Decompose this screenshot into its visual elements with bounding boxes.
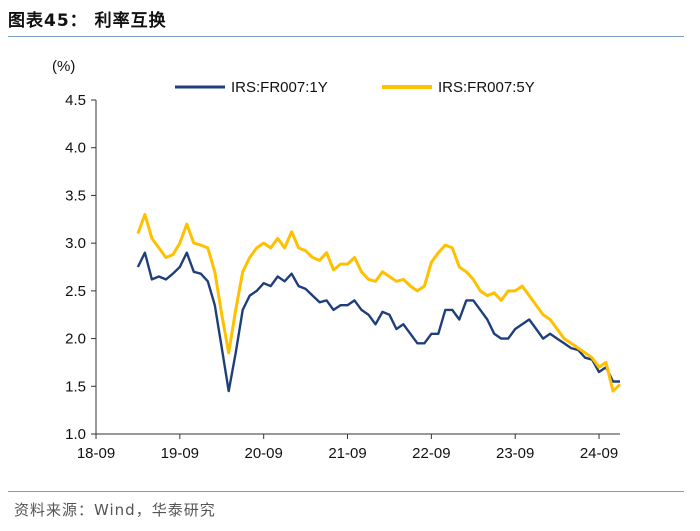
y-tick-label: 2.0	[65, 331, 86, 348]
x-tick-label: 19-09	[161, 445, 199, 462]
series-line-5y	[136, 213, 622, 393]
figure-title: 图表45： 利率互换	[8, 11, 167, 31]
x-tick-label: 22-09	[412, 445, 450, 462]
y-tick-label: 4.5	[65, 92, 86, 109]
source-divider	[8, 491, 684, 492]
legend-label-1y: IRS:FR007:1Y	[231, 79, 328, 96]
x-tick-label: 18-09	[77, 445, 115, 462]
x-tick-label: 21-09	[328, 445, 366, 462]
series-line-1y	[136, 251, 620, 393]
figure-source: 资料来源：Wind，华泰研究	[14, 501, 216, 519]
title-divider	[8, 36, 684, 37]
y-tick-label: 1.5	[65, 378, 86, 395]
y-tick-label: 2.5	[65, 283, 86, 300]
y-tick-label: 4.0	[65, 140, 86, 157]
y-axis-unit-label: (%)	[52, 58, 76, 75]
chart-legend: IRS:FR007:1Y IRS:FR007:5Y	[175, 79, 535, 96]
chart-axes: 1.0 1.5 2.0 2.5 3.0 3.5 4.0 4.5 18-09 19-09 20-09 2…	[65, 92, 620, 462]
y-tick-label: 3.0	[65, 235, 86, 252]
y-tick-label: 3.5	[65, 187, 86, 204]
chart-series	[136, 213, 622, 393]
x-tick-label: 24-09	[580, 445, 618, 462]
x-tick-label: 20-09	[244, 445, 282, 462]
x-tick-label: 23-09	[496, 445, 534, 462]
y-tick-label: 1.0	[65, 426, 86, 443]
legend-label-5y: IRS:FR007:5Y	[438, 79, 535, 96]
